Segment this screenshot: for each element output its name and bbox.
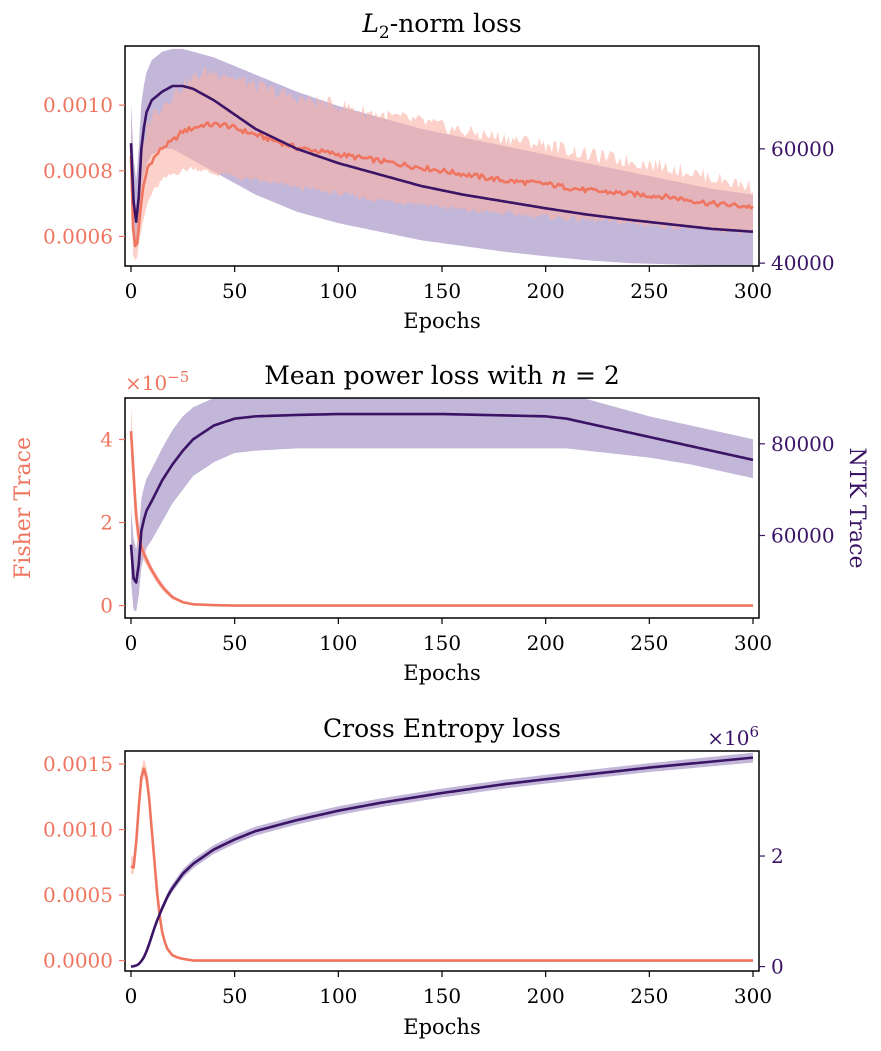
ntk-trace-line [129,84,754,234]
plot-area [129,48,754,266]
left-y-tick-label: 0.0008 [43,159,113,183]
right-y-tick-label: 40000 [771,251,835,275]
chart-title: L2-norm loss [361,9,521,43]
left-y-tick-label: 0.0005 [43,883,113,907]
x-tick-label: 250 [630,279,668,303]
ntk-trace-line [130,756,754,968]
x-tick-label: 200 [527,279,565,303]
x-axis-label: Epochs [403,309,480,333]
x-tick-label: 300 [734,631,772,655]
x-tick-label: 0 [125,279,138,303]
x-tick-label: 100 [319,279,357,303]
x-tick-label: 0 [125,984,138,1008]
left-y-tick-label: 0.0015 [43,752,113,776]
x-tick-label: 100 [319,984,357,1008]
ntk-trace-line [129,412,754,584]
x-tick-label: 300 [734,984,772,1008]
panel-mean-power-loss: 0 50 100 150 200 250 300 0 2 4 60000 80000 Mean powe… [100,361,834,685]
left-y-tick-label: 0 [100,594,113,618]
right-y-tick-label: 80000 [771,432,835,456]
ntk-trace-band [131,752,753,967]
x-tick-label: 50 [222,631,247,655]
x-tick-label: 100 [319,631,357,655]
fisher-trace-line [129,431,753,607]
left-y-tick-label: 0.0010 [43,93,113,117]
fisher-trace-band [131,758,753,961]
fisher-trace-line [129,121,754,248]
left-y-tick-label: 2 [100,511,113,535]
x-tick-label: 300 [734,279,772,303]
x-tick-label: 50 [222,279,247,303]
x-tick-label: 150 [423,631,461,655]
right-y-tick-label: 2 [771,844,784,868]
right-y-axis-label: NTK Trace [844,448,869,569]
x-tick-label: 250 [630,984,668,1008]
right-y-tick-label: 60000 [771,524,835,548]
plot-area [130,752,754,968]
right-y-tick-label: 60000 [771,137,835,161]
right-y-tick-label: 0 [771,955,784,979]
chart-title: Cross Entropy loss [323,714,561,743]
chart-title: Mean power loss with n = 2 [264,361,620,390]
panel-cross-entropy-loss: 0 50 100 150 200 250 300 0.0000 0.0005 0.0010 0.00… [43,714,784,1039]
ntk-trace-band [131,398,753,612]
x-tick-label: 200 [527,631,565,655]
left-y-tick-label: 4 [100,428,113,452]
panel-l2-norm-loss: 0 50 100 150 200 250 300 0.0006 0.0008 0.0010 4000… [43,9,835,333]
x-tick-label: 0 [125,631,138,655]
left-axis-multiplier: ×10−5 [125,368,189,395]
plot-area [129,398,754,612]
x-axis-label: Epochs [403,1015,480,1039]
left-y-tick-label: 0.0006 [43,224,113,248]
x-tick-label: 50 [222,984,247,1008]
left-y-tick-label: 0.0000 [43,949,113,973]
fisher-trace-line [130,767,753,962]
x-tick-label: 200 [527,984,565,1008]
fisher-trace-band [131,65,753,261]
right-axis-multiplier: ×106 [707,723,759,750]
plot-frame [124,750,760,972]
left-y-axis-label: Fisher Trace [11,437,36,579]
left-y-tick-label: 0.0010 [43,818,113,842]
x-tick-label: 150 [423,984,461,1008]
x-tick-label: 250 [630,631,668,655]
x-axis-label: Epochs [403,661,480,685]
x-tick-label: 150 [423,279,461,303]
